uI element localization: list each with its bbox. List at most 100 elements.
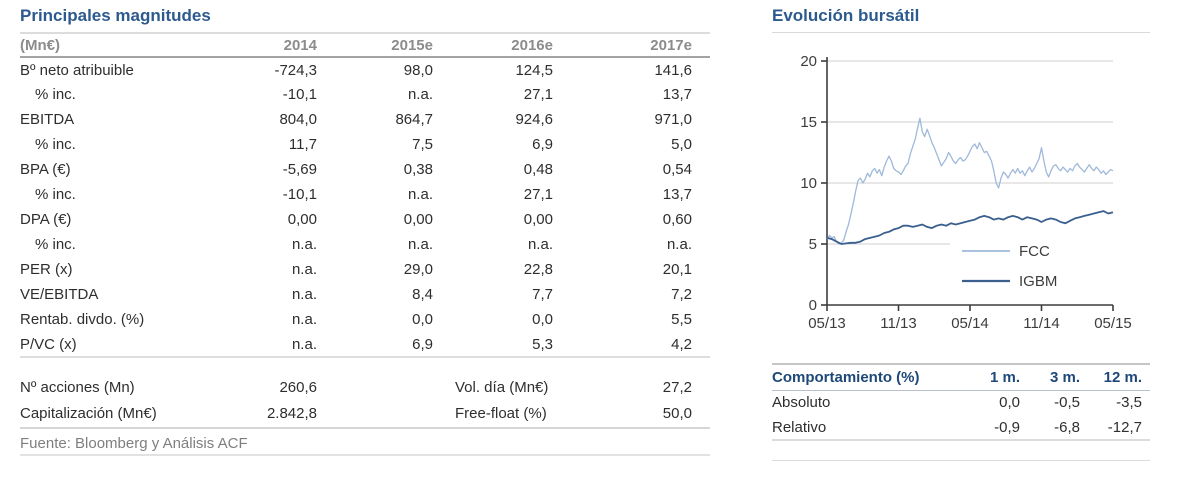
cell-value: 0,60: [662, 211, 692, 228]
stat-label: Vol. día (Mn€): [455, 378, 549, 396]
magnitudes-section: Principales magnitudes (Mn€) 2014 2015e …: [20, 0, 710, 456]
table-row: Rentab. divdo. (%) n.a. 0,0 0,0 5,5: [20, 307, 710, 332]
stat-value: 2.842,8: [266, 404, 317, 422]
stock-evolution-chart: 0 5 10 15 20 05/13 11/13 05/14 11/14 05/15 FCC IGBM: [800, 53, 1132, 332]
stats-table: Nº acciones (Mn) 260,6 Vol. día (Mn€) 27,2 C…: [20, 374, 710, 426]
cell-value: 0,0: [532, 311, 553, 328]
cell-value: -10,1: [282, 86, 317, 103]
x-tick-label: 05/13: [808, 315, 846, 332]
cell-value: 6,9: [335, 332, 451, 358]
table-row: BPA (€) -5,69 0,38 0,48 0,54: [20, 157, 710, 182]
magnitudes-table: (Mn€) 2014 2015e 2016e 2017e Bº neto atr…: [20, 32, 710, 358]
cell-value: 13,7: [662, 86, 692, 103]
performance-table: Comportamiento (%) 1 m. 3 m. 12 m. Absol…: [772, 363, 1150, 441]
cell-value: n.a.: [527, 236, 553, 253]
y-tick-label: 10: [800, 175, 817, 192]
cell-value: n.a.: [215, 332, 335, 358]
cell-value: -0,9: [956, 415, 1028, 441]
cell-value: n.a.: [291, 286, 317, 303]
cell-value: 7,5: [412, 136, 433, 153]
cell-value: 0,0: [999, 394, 1020, 412]
cell-value: 5,3: [451, 332, 571, 358]
igbm-legend-label: IGBM: [1019, 273, 1057, 290]
performance-header: Comportamiento (%): [772, 364, 956, 391]
table-row: DPA (€) 0,00 0,00 0,00 0,60: [20, 207, 710, 232]
cell-value: 20,1: [662, 261, 692, 278]
year-header-2016e: 2016e: [451, 33, 571, 58]
cell-value: -5,69: [282, 161, 317, 178]
cell-value: 0,0: [412, 311, 433, 328]
y-tick-label: 5: [809, 236, 817, 253]
cell-value: 924,6: [515, 111, 553, 128]
cell-value: 141,6: [654, 61, 692, 79]
cell-value: -724,3: [274, 61, 317, 79]
stat-value: 260,6: [279, 378, 317, 396]
cell-value: 0,54: [662, 161, 692, 178]
x-tick-label: 05/15: [1094, 315, 1132, 332]
table-row: % inc. 11,7 7,5 6,9 5,0: [20, 132, 710, 157]
y-tick-label: 0: [809, 297, 817, 314]
cell-value: 804,0: [279, 111, 317, 128]
unit-header: (Mn€): [20, 33, 215, 58]
performance-row: Relativo -0,9 -6,8 -12,7: [772, 415, 1150, 441]
row-label: EBITDA: [20, 111, 75, 128]
table-row: % inc. -10,1 n.a. 27,1 13,7: [20, 182, 710, 207]
cell-value: 0,00: [403, 211, 433, 228]
stat-label: Nº acciones (Mn): [20, 378, 135, 396]
evolution-section: Evolución bursátil 0 5 10 15 20 05/13 11/13 05/…: [772, 0, 1150, 461]
page-title: Principales magnitudes: [20, 6, 211, 25]
cell-value: n.a.: [291, 236, 317, 253]
row-label: % inc.: [35, 86, 76, 103]
cell-value: 29,0: [403, 261, 433, 278]
stat-value: 27,2: [662, 378, 692, 396]
cell-value: 4,2: [571, 332, 710, 358]
table-row: P/VC (x) n.a. 6,9 5,3 4,2: [20, 332, 710, 358]
period-header-1m: 1 m.: [956, 364, 1028, 391]
table-row: % inc. n.a. n.a. n.a. n.a.: [20, 232, 710, 257]
stat-label: Capitalización (Mn€): [20, 404, 157, 422]
year-header-2014: 2014: [215, 33, 335, 58]
cell-value: 0,00: [523, 211, 553, 228]
cell-value: -10,1: [282, 186, 317, 203]
igbm-line: [826, 210, 1114, 245]
stat-value: 50,0: [662, 404, 692, 422]
row-label: P/VC (x): [20, 332, 215, 358]
source-note: Fuente: Bloomberg y Análisis ACF: [20, 427, 710, 456]
row-label: % inc.: [35, 136, 76, 153]
cell-value: 22,8: [523, 261, 553, 278]
table-row: EBITDA 804,0 864,7 924,6 971,0: [20, 107, 710, 132]
row-label: PER (x): [20, 261, 73, 278]
cell-value: 0,38: [403, 161, 433, 178]
performance-block: Comportamiento (%) 1 m. 3 m. 12 m. Absol…: [772, 363, 1150, 461]
table-header-row: (Mn€) 2014 2015e 2016e 2017e: [20, 33, 710, 58]
row-label: DPA (€): [20, 211, 72, 228]
bottom-divider: [772, 460, 1150, 461]
stat-label: Free-float (%): [455, 404, 547, 422]
x-tick-label: 05/14: [951, 315, 989, 332]
cell-value: 864,7: [395, 111, 433, 128]
cell-value: n.a.: [407, 86, 433, 103]
cell-value: -3,5: [1116, 394, 1142, 412]
cell-value: -6,8: [1028, 415, 1088, 441]
cell-value: n.a.: [407, 236, 433, 253]
x-tick-label: 11/14: [1023, 315, 1059, 332]
cell-value: n.a.: [407, 186, 433, 203]
period-header-3m: 3 m.: [1028, 364, 1088, 391]
cell-value: n.a.: [291, 311, 317, 328]
row-label: % inc.: [35, 186, 76, 203]
row-label: BPA (€): [20, 161, 71, 178]
y-tick-label: 15: [800, 114, 817, 131]
performance-header-row: Comportamiento (%) 1 m. 3 m. 12 m.: [772, 364, 1150, 391]
cell-value: -12,7: [1088, 415, 1150, 441]
cell-value: n.a.: [666, 236, 692, 253]
title-divider: [772, 32, 1150, 33]
table-row: Bº neto atribuible -724,3 98,0 124,5 141,6: [20, 57, 710, 82]
cell-value: 124,5: [515, 61, 553, 79]
cell-value: 0,48: [523, 161, 553, 178]
cell-value: 13,7: [662, 186, 692, 203]
cell-value: 27,1: [523, 186, 553, 203]
row-label: Absoluto: [772, 394, 831, 412]
cell-value: 27,1: [523, 86, 553, 103]
row-label: Rentab. divdo. (%): [20, 311, 145, 328]
cell-value: 7,2: [671, 286, 692, 303]
